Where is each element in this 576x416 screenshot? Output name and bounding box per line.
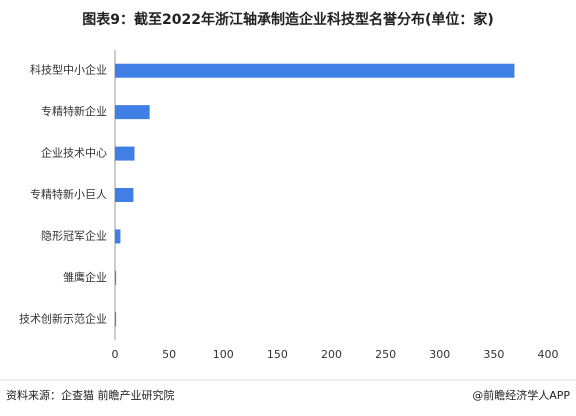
bar <box>115 270 117 285</box>
y-tick-label: 专精特新企业 <box>41 104 107 118</box>
bar <box>115 146 135 161</box>
x-tick-label: 0 <box>112 348 119 361</box>
y-tick-label: 专精特新小巨人 <box>30 187 107 201</box>
x-tick-label: 100 <box>213 348 234 361</box>
x-tick-label: 250 <box>375 348 396 361</box>
source: 资料来源：企查猫 前瞻产业研究院 <box>6 388 175 402</box>
y-tick-label: 雏鹰企业 <box>63 270 107 284</box>
y-tick-label: 科技型中小企业 <box>30 63 107 77</box>
x-tick-label: 50 <box>162 348 176 361</box>
x-tick-label: 200 <box>321 348 342 361</box>
bar <box>115 229 121 244</box>
y-tick-label: 企业技术中心 <box>41 146 107 160</box>
x-tick-label: 400 <box>538 348 559 361</box>
bar <box>115 188 134 202</box>
y-tick-label: 隐形冠军企业 <box>41 228 107 242</box>
bar <box>115 312 117 327</box>
x-tick-label: 150 <box>267 348 288 361</box>
bar <box>115 63 515 78</box>
brand: @前瞻经济学人APP <box>472 388 570 402</box>
x-tick-label: 300 <box>429 348 450 361</box>
chart-title: 图表9：截至2022年浙江轴承制造企业科技型名誉分布(单位：家) <box>82 11 494 28</box>
x-tick-label: 350 <box>483 348 504 361</box>
bar <box>115 105 150 120</box>
y-tick-label: 技术创新示范企业 <box>19 311 107 325</box>
